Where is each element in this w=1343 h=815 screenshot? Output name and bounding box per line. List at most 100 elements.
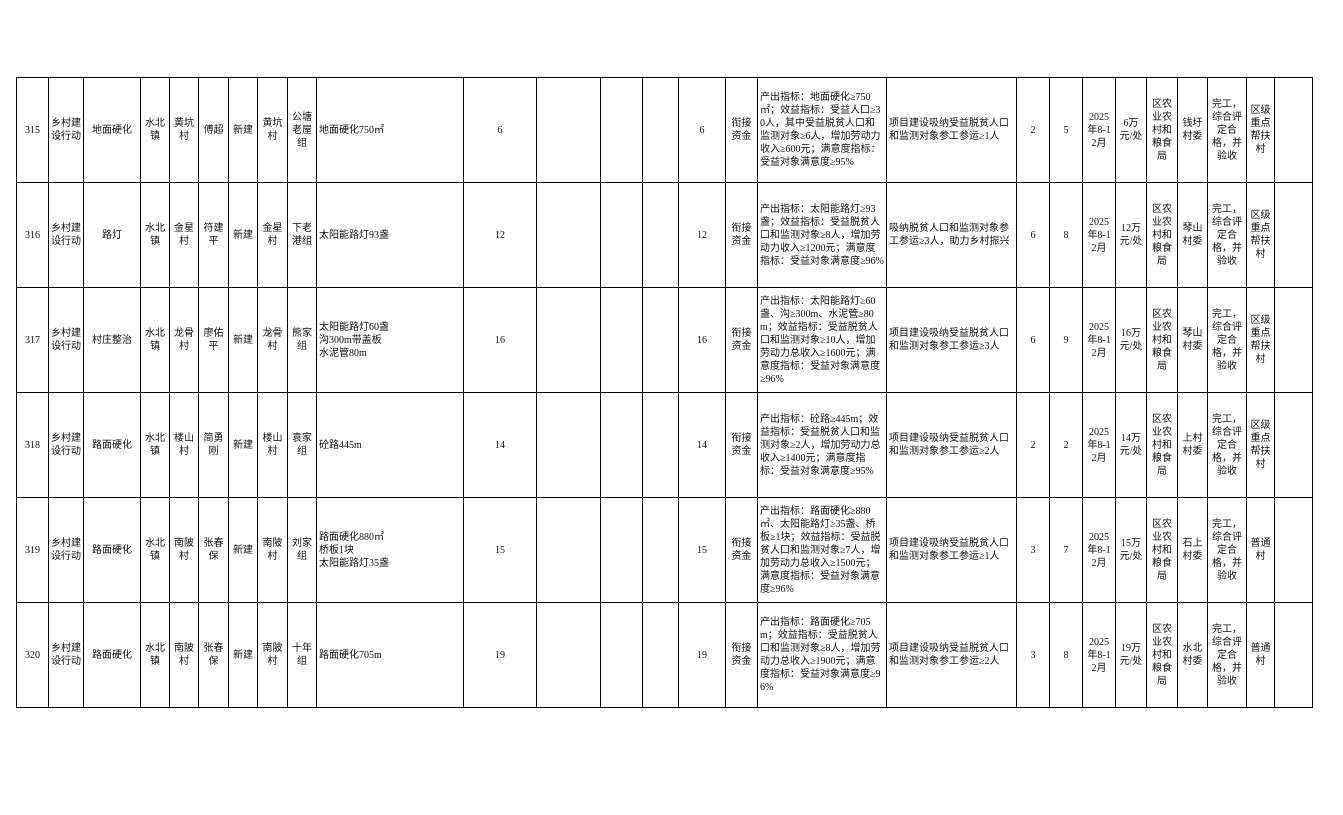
table-row: 318 乡村建设行动 路面硬化 水北镇 楼山村 简勇刚 新建 楼山村 袁家组 砼路445m 14 14… — [16, 392, 1313, 498]
cell-implementing-unit: 水北村委 — [1177, 602, 1208, 708]
cell-project-category: 乡村建设行动 — [48, 602, 84, 708]
cell-performance-targets: 产出指标：太阳能路灯≥60盏、沟≥300m、水泥管≥80m；效益指标：受益脱贫人… — [757, 287, 887, 393]
cell-responsible-person: 廖佑平 — [198, 287, 229, 393]
cell-implementation-period: 2025年8-12月 — [1082, 392, 1116, 498]
cell-subsidy-standard: 14万元/处 — [1115, 392, 1147, 498]
cell-village: 南陂村 — [169, 497, 199, 603]
cell-location-group: 袁家组 — [287, 392, 317, 498]
cell-location-village: 黄坑村 — [257, 77, 288, 183]
cell-beneficiary-count-1: 6 — [1016, 287, 1050, 393]
cell-beneficiary-count-1: 3 — [1016, 497, 1050, 603]
cell-subsidy-standard: 16万元/处 — [1115, 287, 1147, 393]
project-table: 315 乡村建设行动 地面硬化 水北镇 黄坑村 傅超 新建 黄坑村 公塘老屋组 地面硬化750㎡ 6… — [16, 77, 1313, 708]
cell-construction-nature: 新建 — [228, 602, 258, 708]
cell-performance-targets: 产出指标：路面硬化≥705m；效益指标：受益脱贫人口和监测对象≥8人，增加劳动力… — [757, 602, 887, 708]
cell-benefit-mechanism: 项目建设吸纳受益脱贫人口和监测对象参工参运≥2人 — [886, 602, 1017, 708]
cell-village-type: 区级重点帮扶村 — [1246, 182, 1275, 288]
cell-funding-col-1 — [536, 287, 601, 393]
cell-implementation-period: 2025年8-12月 — [1082, 77, 1116, 183]
cell-village-type: 区级重点帮扶村 — [1246, 392, 1275, 498]
cell-subsidy-standard: 19万元/处 — [1115, 602, 1147, 708]
cell-funding-col-1 — [536, 182, 601, 288]
cell-remarks — [1274, 602, 1313, 708]
cell-row-number: 315 — [16, 77, 49, 183]
cell-funding-col-2 — [600, 182, 643, 288]
cell-location-group: 十年组 — [287, 602, 317, 708]
cell-village: 龙骨村 — [169, 287, 199, 393]
table-row: 320 乡村建设行动 路面硬化 水北镇 南陂村 张春保 新建 南陂村 十年组 路面硬化705m 19… — [16, 602, 1313, 708]
cell-remarks — [1274, 287, 1313, 393]
cell-location-village: 龙骨村 — [257, 287, 288, 393]
cell-funding-col-1 — [536, 602, 601, 708]
cell-village-type: 普通村 — [1246, 497, 1275, 603]
cell-village: 黄坑村 — [169, 77, 199, 183]
cell-town: 水北镇 — [140, 602, 170, 708]
cell-construction-nature: 新建 — [228, 497, 258, 603]
cell-funding-col-2 — [600, 77, 643, 183]
cell-village: 金星村 — [169, 182, 199, 288]
cell-construction-content: 路面硬化705m — [316, 602, 464, 708]
cell-responsible-person: 傅超 — [198, 77, 229, 183]
cell-location-village: 南陂村 — [257, 602, 288, 708]
cell-funding-col-2 — [600, 602, 643, 708]
cell-benefit-mechanism: 项目建设吸纳受益脱贫人口和监测对象参工参运≥1人 — [886, 497, 1017, 603]
cell-funding-col-3 — [642, 602, 679, 708]
cell-beneficiary-count-1: 2 — [1016, 77, 1050, 183]
table-row: 316 乡村建设行动 路灯 水北镇 金星村 符建平 新建 金星村 下老港组 太阳能路灯93盏 12 1… — [16, 182, 1313, 288]
cell-benefit-mechanism: 项目建设吸纳受益脱贫人口和监测对象参工参运≥3人 — [886, 287, 1017, 393]
cell-acceptance-status: 完工，综合评定合格，并验收 — [1207, 182, 1247, 288]
cell-funding-source: 衔接资金 — [725, 287, 758, 393]
cell-row-number: 316 — [16, 182, 49, 288]
cell-funding-amount: 12 — [678, 182, 726, 288]
cell-supervising-department: 区农业农村和粮食局 — [1146, 392, 1178, 498]
cell-performance-targets: 产出指标：地面硬化≥750㎡；效益指标：受益人口≥30人，其中受益脱贫人口和监测… — [757, 77, 887, 183]
cell-acceptance-status: 完工，综合评定合格，并验收 — [1207, 287, 1247, 393]
cell-beneficiary-count-2: 8 — [1049, 602, 1083, 708]
cell-location-village: 楼山村 — [257, 392, 288, 498]
cell-implementation-period: 2025年8-12月 — [1082, 182, 1116, 288]
cell-project-category: 乡村建设行动 — [48, 287, 84, 393]
table-row: 317 乡村建设行动 村庄整治 水北镇 龙骨村 廖佑平 新建 龙骨村 熊家组 太阳能路灯60盏 沟… — [16, 287, 1313, 393]
cell-implementation-period: 2025年8-12月 — [1082, 497, 1116, 603]
cell-construction-content: 太阳能路灯93盏 — [316, 182, 464, 288]
cell-performance-targets: 产出指标：路面硬化≥880㎡、太阳能路灯≥35盏、桥板≥1块；效益指标：受益脱贫… — [757, 497, 887, 603]
cell-beneficiary-count-2: 2 — [1049, 392, 1083, 498]
cell-construction-content: 砼路445m — [316, 392, 464, 498]
cell-beneficiary-count-1: 2 — [1016, 392, 1050, 498]
cell-village-type: 普通村 — [1246, 602, 1275, 708]
cell-responsible-person: 张春保 — [198, 497, 229, 603]
cell-supervising-department: 区农业农村和粮食局 — [1146, 77, 1178, 183]
cell-construction-nature: 新建 — [228, 392, 258, 498]
cell-implementing-unit: 钱圩村委 — [1177, 77, 1208, 183]
cell-row-number: 318 — [16, 392, 49, 498]
cell-remarks — [1274, 77, 1313, 183]
cell-funding-source: 衔接资金 — [725, 392, 758, 498]
cell-performance-targets: 产出指标：砼路≥445m；效益指标：受益脱贫人口和监测对象≥2人，增加劳动力总收… — [757, 392, 887, 498]
cell-funding-amount: 15 — [678, 497, 726, 603]
cell-subsidy-standard: 6万元/处 — [1115, 77, 1147, 183]
cell-funding-col-3 — [642, 77, 679, 183]
cell-funding-col-2 — [600, 392, 643, 498]
cell-total-investment: 12 — [463, 182, 537, 288]
cell-funding-col-3 — [642, 182, 679, 288]
cell-remarks — [1274, 392, 1313, 498]
cell-acceptance-status: 完工，综合评定合格，并验收 — [1207, 77, 1247, 183]
cell-beneficiary-count-1: 3 — [1016, 602, 1050, 708]
cell-funding-source: 衔接资金 — [725, 497, 758, 603]
cell-row-number: 319 — [16, 497, 49, 603]
cell-implementing-unit: 石上村委 — [1177, 497, 1208, 603]
cell-total-investment: 6 — [463, 77, 537, 183]
cell-construction-content: 地面硬化750㎡ — [316, 77, 464, 183]
cell-total-investment: 14 — [463, 392, 537, 498]
cell-subsidy-standard: 12万元/处 — [1115, 182, 1147, 288]
cell-remarks — [1274, 497, 1313, 603]
cell-implementation-period: 2025年8-12月 — [1082, 287, 1116, 393]
cell-construction-nature: 新建 — [228, 287, 258, 393]
cell-funding-col-3 — [642, 287, 679, 393]
cell-funding-col-3 — [642, 392, 679, 498]
table-body: 315 乡村建设行动 地面硬化 水北镇 黄坑村 傅超 新建 黄坑村 公塘老屋组 地面硬化750㎡ 6… — [16, 77, 1313, 708]
cell-project-category: 乡村建设行动 — [48, 182, 84, 288]
cell-supervising-department: 区农业农村和粮食局 — [1146, 497, 1178, 603]
cell-town: 水北镇 — [140, 182, 170, 288]
cell-funding-source: 衔接资金 — [725, 182, 758, 288]
